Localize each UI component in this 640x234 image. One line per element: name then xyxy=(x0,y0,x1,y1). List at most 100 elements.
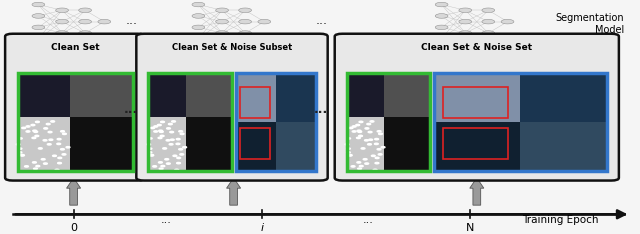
Circle shape xyxy=(364,159,367,160)
Bar xyxy=(18,73,70,117)
Circle shape xyxy=(57,139,61,140)
Circle shape xyxy=(38,148,42,149)
Circle shape xyxy=(370,121,374,122)
Bar xyxy=(520,122,607,171)
Bar xyxy=(434,122,520,171)
Circle shape xyxy=(361,148,365,149)
Circle shape xyxy=(359,165,363,167)
Circle shape xyxy=(435,25,448,30)
Circle shape xyxy=(20,155,24,156)
Circle shape xyxy=(176,143,180,145)
Circle shape xyxy=(239,31,252,35)
FancyArrow shape xyxy=(67,37,81,51)
Circle shape xyxy=(482,8,495,13)
Circle shape xyxy=(179,131,182,132)
Circle shape xyxy=(358,135,362,137)
Circle shape xyxy=(365,163,369,164)
Circle shape xyxy=(348,155,352,156)
Circle shape xyxy=(35,135,39,137)
Circle shape xyxy=(31,124,35,126)
Bar xyxy=(520,73,607,122)
Circle shape xyxy=(166,163,170,164)
FancyArrow shape xyxy=(67,178,81,205)
Circle shape xyxy=(192,25,205,30)
Circle shape xyxy=(153,166,157,167)
Circle shape xyxy=(36,165,40,167)
Circle shape xyxy=(66,146,70,148)
Circle shape xyxy=(482,19,495,24)
Circle shape xyxy=(358,131,362,132)
Circle shape xyxy=(47,144,51,145)
Circle shape xyxy=(435,14,448,18)
Text: Clean Set & Noise Set: Clean Set & Noise Set xyxy=(421,43,532,52)
Circle shape xyxy=(79,8,92,13)
Circle shape xyxy=(381,146,385,148)
Circle shape xyxy=(26,126,30,127)
Circle shape xyxy=(170,131,173,133)
Text: ...: ... xyxy=(314,103,328,116)
Circle shape xyxy=(358,168,362,169)
Circle shape xyxy=(356,124,360,126)
Bar xyxy=(434,73,607,171)
Circle shape xyxy=(35,121,39,123)
FancyArrow shape xyxy=(227,178,241,205)
Circle shape xyxy=(161,165,164,167)
Text: Segmentation
Model: Segmentation Model xyxy=(556,13,624,35)
Circle shape xyxy=(173,155,177,157)
Circle shape xyxy=(177,162,180,164)
Circle shape xyxy=(61,131,65,132)
Circle shape xyxy=(20,154,24,156)
Circle shape xyxy=(374,139,378,140)
Circle shape xyxy=(18,148,22,149)
Text: i: i xyxy=(261,223,264,233)
Circle shape xyxy=(43,140,47,141)
Bar xyxy=(236,73,316,171)
Circle shape xyxy=(33,162,36,163)
Circle shape xyxy=(32,137,36,139)
Circle shape xyxy=(161,121,164,123)
Bar xyxy=(186,117,232,171)
Bar xyxy=(236,73,275,122)
Circle shape xyxy=(216,31,228,35)
Circle shape xyxy=(32,37,45,41)
Circle shape xyxy=(168,123,172,125)
Circle shape xyxy=(166,140,170,141)
Circle shape xyxy=(19,138,22,139)
Circle shape xyxy=(24,166,28,167)
FancyArrow shape xyxy=(470,178,484,205)
Bar xyxy=(148,117,186,171)
Circle shape xyxy=(347,138,351,139)
Circle shape xyxy=(16,144,20,145)
Circle shape xyxy=(375,157,379,159)
Circle shape xyxy=(159,131,163,132)
Circle shape xyxy=(345,144,349,145)
Circle shape xyxy=(239,8,252,13)
Bar xyxy=(18,117,70,171)
Circle shape xyxy=(258,19,271,24)
Circle shape xyxy=(367,123,371,125)
Circle shape xyxy=(239,19,252,24)
Circle shape xyxy=(56,8,68,13)
Circle shape xyxy=(33,130,36,132)
Bar xyxy=(275,73,316,122)
FancyArrow shape xyxy=(470,37,484,51)
Circle shape xyxy=(150,155,154,156)
Circle shape xyxy=(170,139,174,140)
Circle shape xyxy=(459,8,472,13)
Circle shape xyxy=(165,159,169,160)
Circle shape xyxy=(359,121,363,123)
Text: Training Epoch: Training Epoch xyxy=(522,215,598,225)
Circle shape xyxy=(56,19,68,24)
Circle shape xyxy=(192,2,205,7)
Circle shape xyxy=(48,131,52,133)
Circle shape xyxy=(79,31,92,35)
Bar xyxy=(18,73,133,171)
Circle shape xyxy=(179,149,182,150)
Bar xyxy=(434,73,607,171)
Circle shape xyxy=(32,2,45,7)
Circle shape xyxy=(501,19,514,24)
Circle shape xyxy=(159,130,163,132)
Circle shape xyxy=(435,37,448,41)
Text: ...: ... xyxy=(316,14,327,27)
Bar xyxy=(347,117,384,171)
